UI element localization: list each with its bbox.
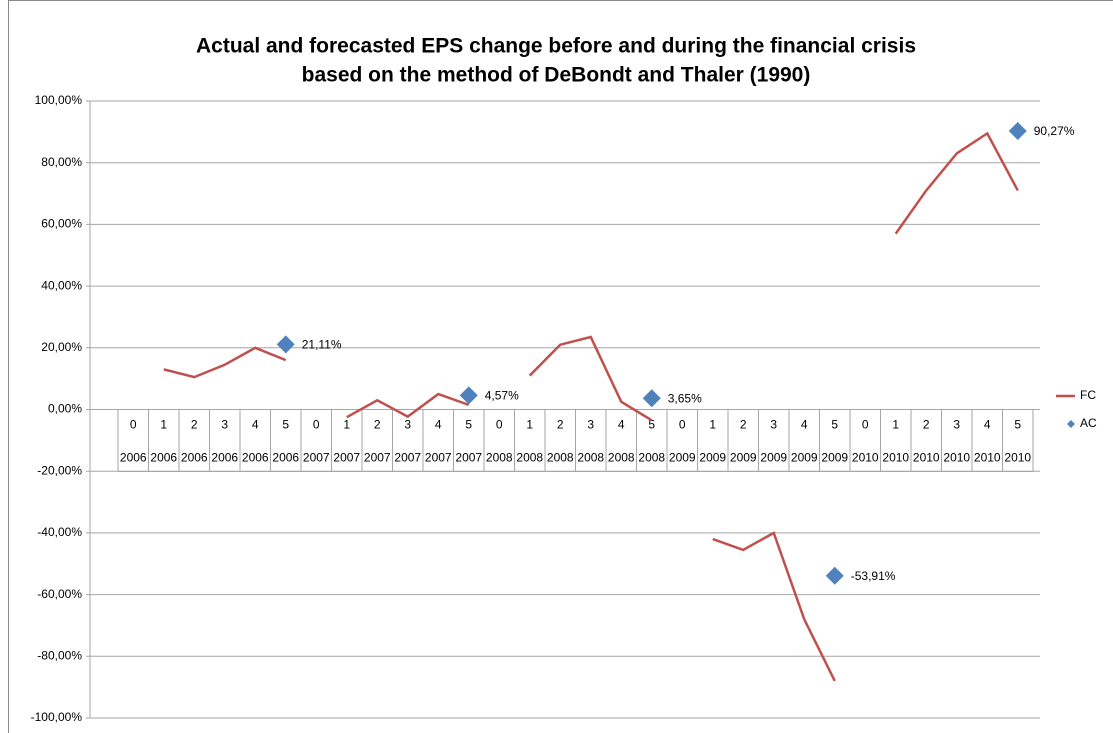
- x-tick-label: 2: [191, 418, 198, 432]
- y-tick-label: 100,00%: [35, 93, 83, 107]
- x-tick-label: 2010: [974, 451, 1001, 465]
- y-tick-label: 0,00%: [48, 402, 82, 416]
- x-tick-label: 2010: [882, 451, 909, 465]
- x-tick-label: 2006: [211, 451, 238, 465]
- marker: [825, 566, 844, 585]
- x-tick-label: 2007: [333, 451, 360, 465]
- chart-title: Actual and forecasted EPS change before …: [196, 35, 916, 58]
- x-tick-label: 2007: [364, 451, 391, 465]
- x-tick-label: 2009: [791, 451, 818, 465]
- x-tick-label: 2: [374, 418, 381, 432]
- marker: [459, 386, 478, 405]
- x-tick-label: 0: [313, 418, 320, 432]
- x-tick-label: 3: [221, 418, 228, 432]
- data-label: 90,27%: [1034, 124, 1075, 138]
- data-label: 3,65%: [668, 391, 702, 405]
- x-tick-label: 2007: [425, 451, 452, 465]
- data-label: 4,57%: [485, 389, 519, 403]
- x-tick-label: 2007: [455, 451, 482, 465]
- y-tick-label: -40,00%: [37, 525, 82, 539]
- line: [346, 392, 470, 419]
- x-tick-label: 2009: [699, 451, 726, 465]
- x-tick-label: 2010: [1004, 451, 1031, 465]
- x-tick-label: 2008: [547, 451, 574, 465]
- x-tick-label: 1: [709, 418, 716, 432]
- x-tick-label: 3: [587, 418, 594, 432]
- x-tick-label: 3: [770, 418, 777, 432]
- x-tick-label: 2010: [852, 451, 879, 465]
- y-tick-label: 40,00%: [41, 278, 82, 292]
- x-tick-label: 2006: [272, 451, 299, 465]
- x-tick-label: 3: [404, 418, 411, 432]
- chart-title: based on the method of DeBondt and Thale…: [302, 64, 811, 87]
- x-tick-label: 2008: [608, 451, 635, 465]
- x-tick-label: 2006: [150, 451, 177, 465]
- x-tick-label: 0: [130, 418, 137, 432]
- x-tick-label: 0: [679, 418, 686, 432]
- x-tick-label: 2006: [181, 451, 208, 465]
- y-tick-label: 80,00%: [41, 155, 82, 169]
- marker: [642, 389, 661, 408]
- x-tick-label: 0: [862, 418, 869, 432]
- x-tick-label: 4: [801, 418, 808, 432]
- x-tick-label: 2008: [638, 451, 665, 465]
- x-tick-label: 2009: [669, 451, 696, 465]
- y-tick-label: -60,00%: [37, 587, 82, 601]
- x-tick-label: 2008: [516, 451, 543, 465]
- x-tick-label: 2006: [120, 451, 147, 465]
- x-tick-label: 4: [435, 418, 442, 432]
- x-tick-label: 1: [160, 418, 167, 432]
- x-tick-label: 5: [282, 418, 289, 432]
- legend-label: FC: [1080, 388, 1096, 402]
- chart-border: [8, 0, 1113, 733]
- x-tick-label: 2009: [730, 451, 757, 465]
- x-tick-label: 1: [526, 418, 533, 432]
- x-tick-label: 2010: [943, 451, 970, 465]
- data-label: -53,91%: [851, 569, 896, 583]
- x-tick-label: 0: [496, 418, 503, 432]
- legend-marker: [1067, 420, 1075, 428]
- x-tick-label: 4: [252, 418, 259, 432]
- line: [894, 131, 1019, 235]
- x-tick-label: 4: [618, 418, 625, 432]
- y-tick-label: -20,00%: [37, 463, 82, 477]
- x-tick-label: 2: [740, 418, 747, 432]
- y-tick-label: 60,00%: [41, 217, 82, 231]
- x-tick-label: 5: [1014, 418, 1021, 432]
- x-tick-label: 2: [557, 418, 564, 432]
- x-tick-label: 5: [648, 418, 655, 432]
- x-tick-label: 5: [831, 418, 838, 432]
- line: [528, 335, 653, 422]
- x-tick-label: 2010: [913, 451, 940, 465]
- x-tick-label: 2007: [394, 451, 421, 465]
- y-tick-label: -80,00%: [37, 648, 82, 662]
- legend-label: AC: [1080, 416, 1097, 430]
- x-tick-label: 2009: [821, 451, 848, 465]
- x-tick-label: 2007: [303, 451, 330, 465]
- x-tick-label: 2006: [242, 451, 269, 465]
- x-tick-label: 4: [984, 418, 991, 432]
- x-tick-label: 2008: [486, 451, 513, 465]
- y-tick-label: 20,00%: [41, 340, 82, 354]
- x-tick-label: 2008: [577, 451, 604, 465]
- x-tick-label: 3: [953, 418, 960, 432]
- x-tick-label: 5: [465, 418, 472, 432]
- x-tick-label: 2: [923, 418, 930, 432]
- data-label: 21,11%: [302, 338, 342, 352]
- line: [712, 531, 836, 682]
- marker: [1008, 122, 1027, 141]
- y-tick-label: -100,00%: [31, 710, 83, 724]
- line: [163, 346, 287, 379]
- x-tick-label: 1: [343, 418, 350, 432]
- marker: [276, 335, 295, 354]
- x-tick-label: 2009: [760, 451, 787, 465]
- x-tick-label: 1: [892, 418, 899, 432]
